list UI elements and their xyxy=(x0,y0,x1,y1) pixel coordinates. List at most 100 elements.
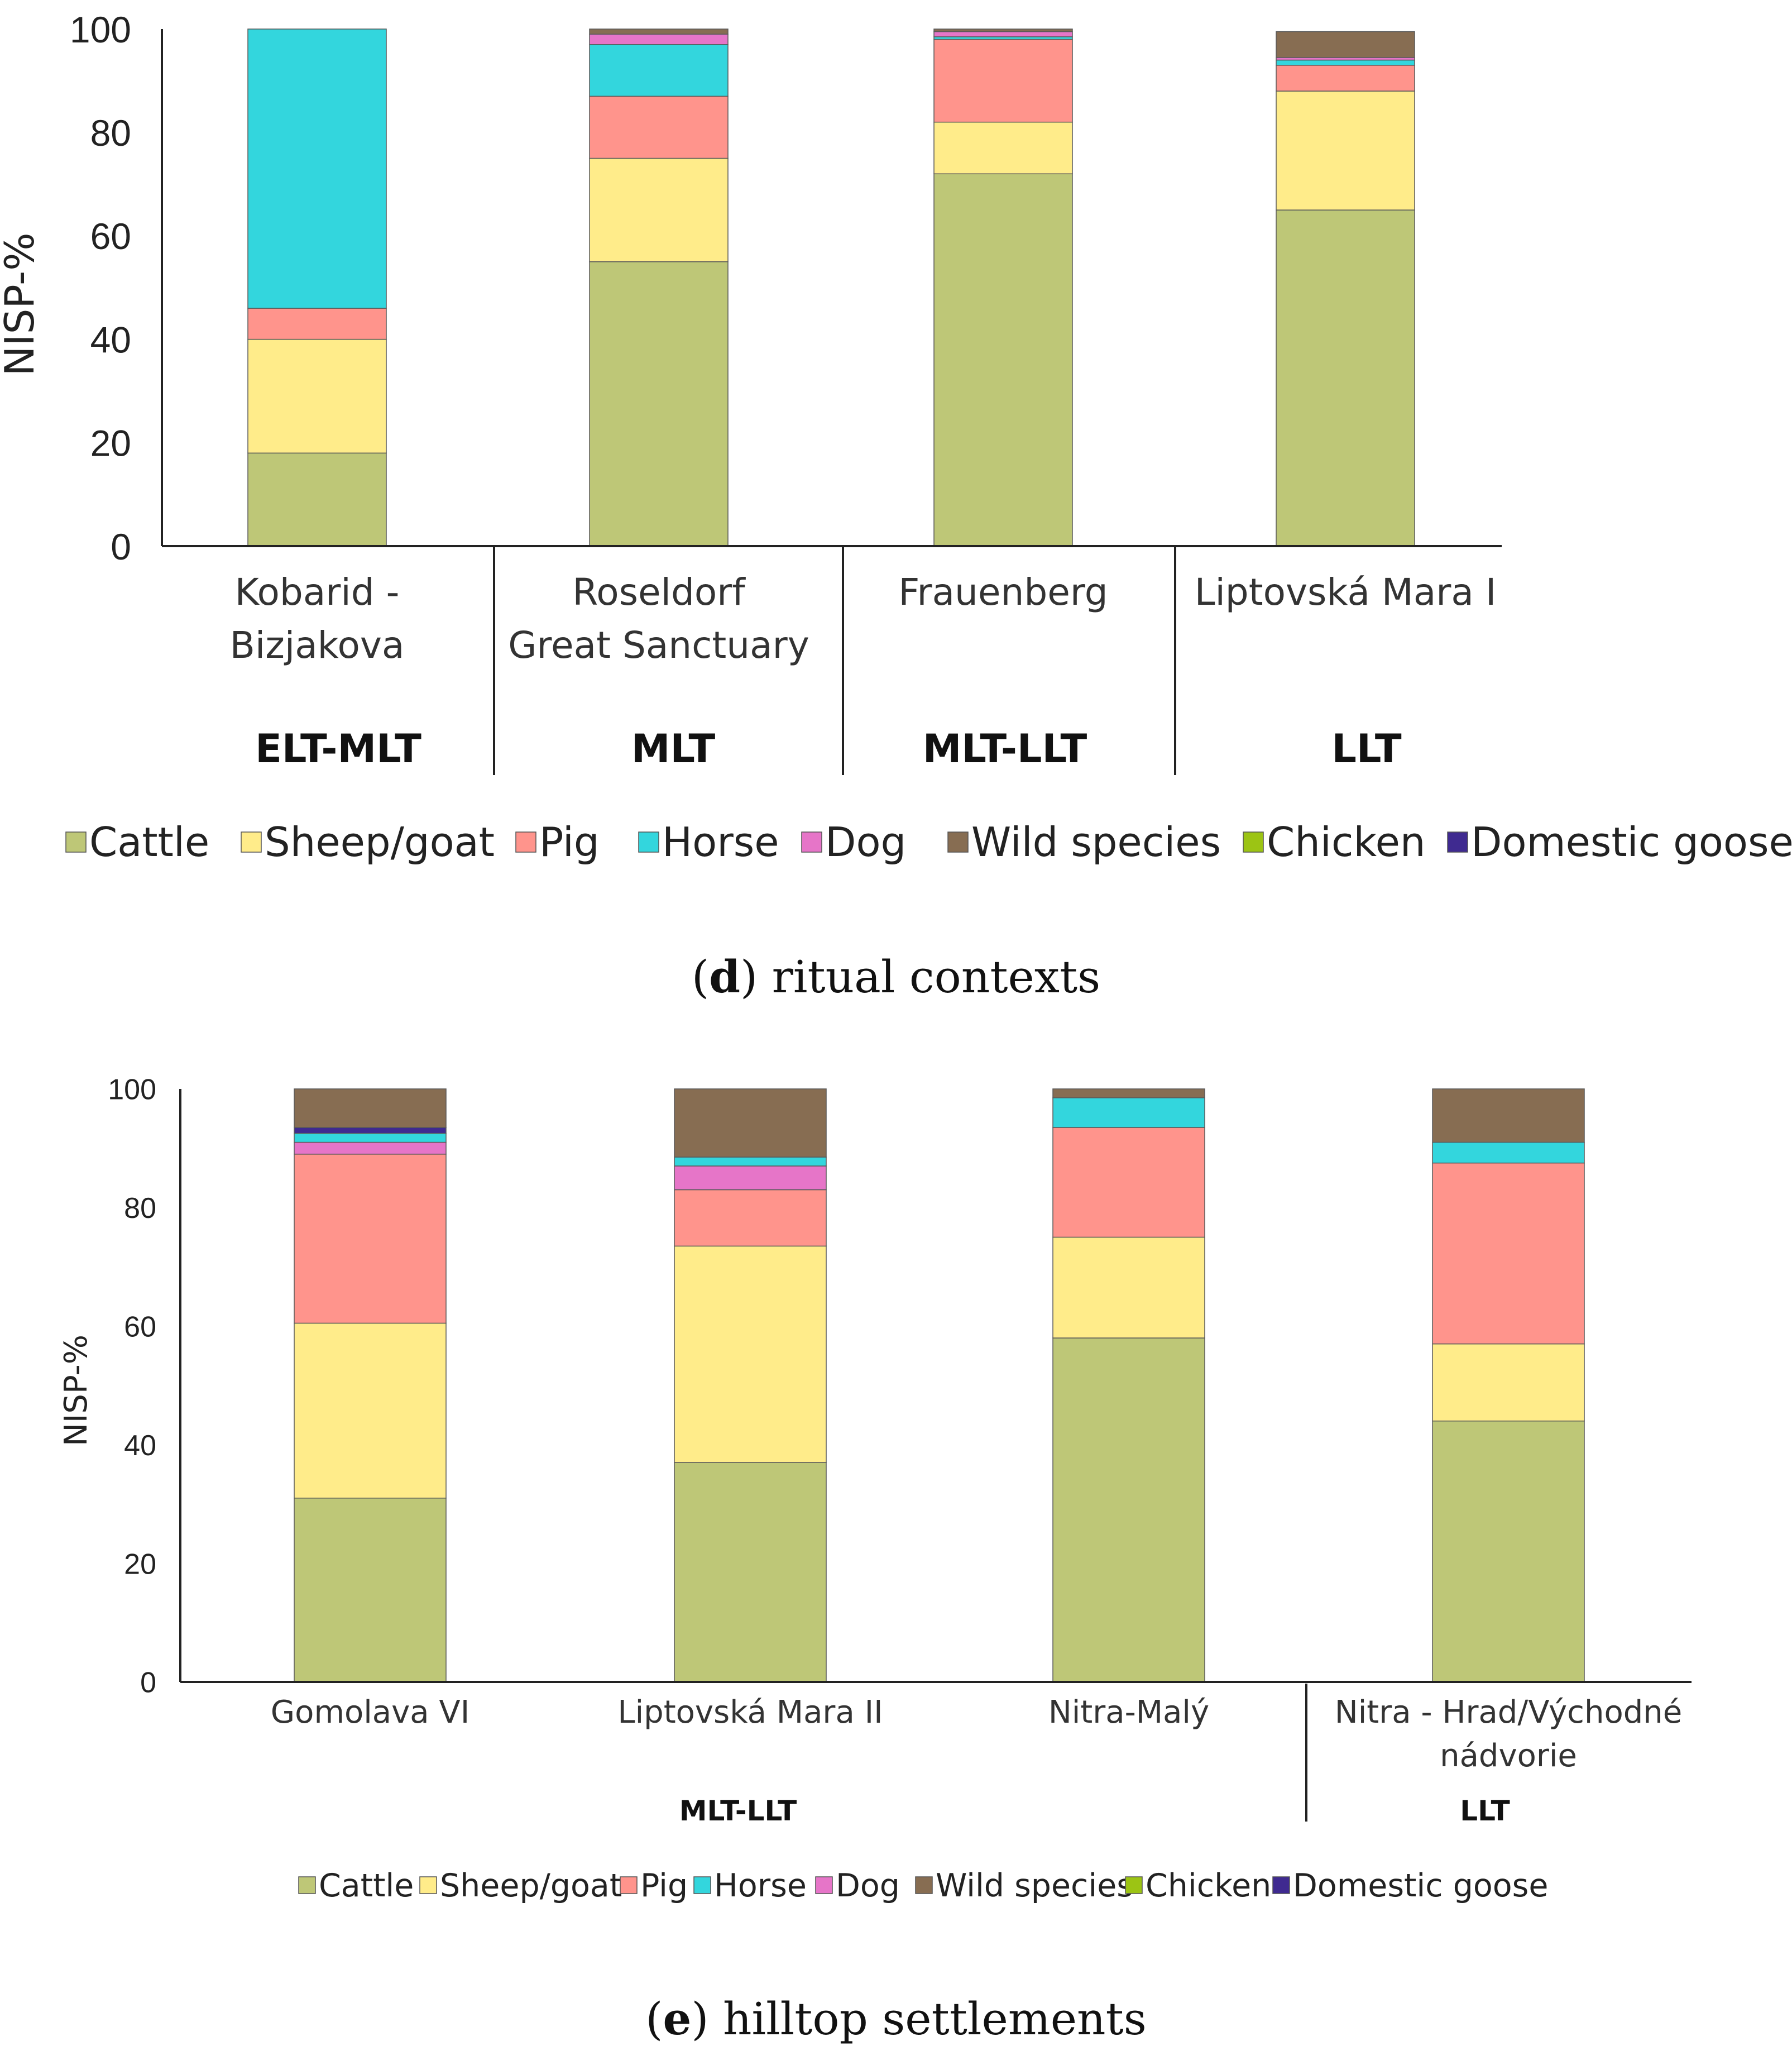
panel-e-hilltop-settlements: 0 20 40 60 80 100 NISP-% Gomolava VI Liptovská M… xyxy=(58,1074,1692,2045)
legend-swatch-pig xyxy=(620,1876,638,1894)
y-tick-label: 40 xyxy=(124,1430,156,1462)
bar-segment-sheep-goat xyxy=(674,1245,827,1463)
panel-d-ritual-contexts: 0 20 40 60 80 100 NISP-% Kobarid - Bizjakova Rose… xyxy=(0,9,1792,1003)
legend-label-wild-species: Wild species xyxy=(936,1867,1133,1904)
bar-segment-cattle xyxy=(589,261,729,547)
legend-label-dog: Dog xyxy=(825,819,906,866)
bar-segment-sheep-goat xyxy=(933,121,1073,175)
legend-label-cattle: Cattle xyxy=(89,819,209,866)
bar-segment-pig xyxy=(933,39,1073,123)
legend-swatch-wild-species xyxy=(947,831,969,853)
bar-segment-dog xyxy=(294,1141,447,1155)
legend-swatch-dog xyxy=(815,1876,833,1894)
legend-label-horse: Horse xyxy=(714,1867,807,1904)
bar-stack-gomolava-vi xyxy=(294,1088,447,1682)
bar-segment-domestic-goose xyxy=(294,1127,447,1134)
y-tick-label: 100 xyxy=(70,9,131,50)
legend-label-pig: Pig xyxy=(539,819,600,866)
legend-label-horse: Horse xyxy=(662,819,779,866)
y-tick-label: 80 xyxy=(90,112,131,154)
caption-letter: d xyxy=(709,950,740,1003)
legend-label-wild-species: Wild species xyxy=(971,819,1221,866)
bar-segment-cattle xyxy=(247,452,387,547)
x-category-label: Gomolava VI xyxy=(271,1694,469,1731)
bar-segment-dog xyxy=(589,34,729,45)
y-tick-label: 0 xyxy=(140,1667,156,1699)
y-axis-title: NISP-% xyxy=(0,232,43,376)
y-tick-label: 0 xyxy=(111,526,131,567)
bar-segment-cattle xyxy=(294,1498,447,1682)
y-axis-title: NISP-% xyxy=(58,1335,94,1446)
period-label: ELT-MLT xyxy=(255,726,421,772)
y-tick-label: 100 xyxy=(108,1074,156,1106)
x-category-label: Liptovská Mara I xyxy=(1195,571,1497,614)
legend-swatch-horse xyxy=(638,831,659,853)
period-label: MLT-LLT xyxy=(679,1795,797,1827)
x-category-label: Kobarid - xyxy=(235,571,400,614)
panel-caption: (d) ritual contexts xyxy=(692,950,1100,1003)
legend-label-sheep-goat: Sheep/goat xyxy=(265,819,495,866)
bar-segment-pig xyxy=(1052,1127,1205,1238)
bar-segment-wild-species xyxy=(674,1088,827,1158)
bar-stack-liptovsk-mara-ii xyxy=(674,1088,827,1682)
legend: Cattle Sheep/goat Pig Horse Dog Wild species C… xyxy=(65,819,1792,866)
legend: Cattle Sheep/goat Pig Horse Dog Wild species C… xyxy=(298,1867,1548,1904)
bar-segment-cattle xyxy=(674,1462,827,1682)
x-category-label: Frauenberg xyxy=(898,571,1108,614)
bar-segment-dog xyxy=(674,1165,827,1191)
bar-segment-wild-species xyxy=(1432,1088,1585,1143)
caption-paren-open: ( xyxy=(692,951,709,1003)
x-category-label: Great Sanctuary xyxy=(508,624,809,667)
y-tick-label: 80 xyxy=(124,1192,156,1225)
legend-label-chicken: Chicken xyxy=(1146,1867,1271,1904)
bar-segment-pig xyxy=(589,95,729,159)
period-label: MLT xyxy=(631,726,716,772)
x-category-label: Liptovská Mara II xyxy=(617,1694,883,1731)
bar-segment-wild-species xyxy=(1276,31,1415,58)
legend-swatch-chicken xyxy=(1243,831,1264,853)
period-label: LLT xyxy=(1331,726,1402,772)
bar-segment-sheep-goat xyxy=(1432,1343,1585,1422)
y-tick-label: 40 xyxy=(90,319,131,360)
legend-swatch-domestic-goose xyxy=(1447,831,1468,853)
legend-swatch-horse xyxy=(693,1876,711,1894)
bar-segment-wild-species xyxy=(589,28,729,35)
caption-text: ) hilltop settlements xyxy=(691,1993,1146,2045)
bar-segment-cattle xyxy=(1052,1337,1205,1682)
y-tick-label: 60 xyxy=(90,216,131,257)
legend-swatch-pig xyxy=(515,831,536,853)
bar-stack-nitra-mal xyxy=(1052,1088,1205,1682)
legend-swatch-cattle xyxy=(298,1876,316,1894)
caption-text: ) ritual contexts xyxy=(740,951,1100,1003)
x-category-label: Roseldorf xyxy=(572,571,746,614)
period-label: LLT xyxy=(1460,1795,1510,1827)
bar-segment-sheep-goat xyxy=(1052,1236,1205,1339)
legend-swatch-wild-species xyxy=(915,1876,933,1894)
bar-segment-wild-species xyxy=(294,1088,447,1128)
legend-swatch-sheep-goat xyxy=(419,1876,437,1894)
caption-paren-open: ( xyxy=(645,1993,663,2045)
x-category-label: Nitra - Hrad/Východné xyxy=(1335,1694,1682,1731)
panel-caption: (e) hilltop settlements xyxy=(645,1992,1147,2045)
bar-stack-kobarid-bizjakova xyxy=(247,28,387,547)
bar-segment-cattle xyxy=(1432,1420,1585,1682)
bar-segment-cattle xyxy=(933,173,1073,547)
bar-segment-sheep-goat xyxy=(1276,90,1415,211)
bar-stack-liptovsk-mara-i xyxy=(1276,31,1415,547)
bar-stack-nitra-hrad-v-chodn-n-dvorie xyxy=(1432,1088,1585,1682)
bar-segment-wild-species xyxy=(1052,1088,1205,1098)
bar-segment-horse xyxy=(1432,1141,1585,1164)
bar-stack-roseldorf-great-sanctuary xyxy=(589,28,729,547)
bar-segment-horse xyxy=(294,1132,447,1143)
bar-segment-sheep-goat xyxy=(589,157,729,262)
caption-letter: e xyxy=(663,1992,691,2045)
legend-swatch-cattle xyxy=(65,831,87,853)
y-tick-label: 20 xyxy=(90,423,131,464)
legend-swatch-dog xyxy=(801,831,822,853)
y-tick-label: 60 xyxy=(124,1311,156,1344)
legend-swatch-domestic-goose xyxy=(1272,1876,1290,1894)
bar-stack-frauenberg xyxy=(933,28,1073,547)
bar-segment-pig xyxy=(1432,1163,1585,1345)
legend-label-dog: Dog xyxy=(836,1867,900,1904)
